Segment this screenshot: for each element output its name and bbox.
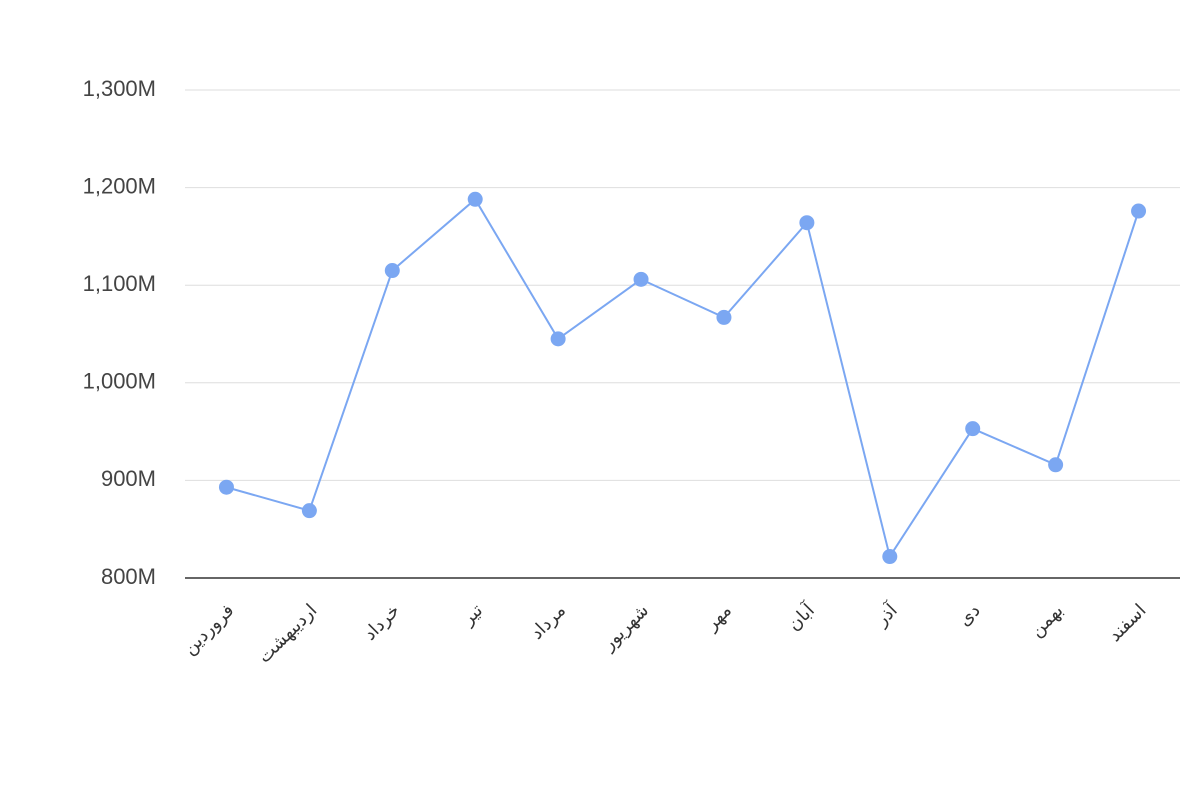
data-point [550,331,566,347]
x-tick-label: دی [954,600,984,630]
data-point [384,263,400,279]
x-tick-label: خرداد [360,600,405,645]
y-tick-label: 1,000M [83,369,156,394]
x-tick-label: اسفند [1104,600,1149,645]
x-tick-label: تیر [457,600,487,630]
x-tick-label: بهمن [1026,600,1067,641]
y-tick-label: 900M [101,466,156,491]
data-point [1131,203,1147,219]
x-tick-label: آذر [869,598,901,630]
data-point [633,271,649,287]
data-point [965,421,981,437]
data-point [218,479,234,495]
x-tick-label: اردیبهشت [254,600,321,667]
data-point [301,503,317,519]
data-point [467,191,483,207]
x-tick-label: شهریور [598,600,653,655]
y-tick-label: 1,100M [83,271,156,296]
x-tick-label: مرداد [526,600,570,644]
y-tick-label: 1,300M [83,76,156,101]
x-tick-label: آبان [782,598,819,635]
data-point [799,215,815,231]
data-point [1048,457,1064,473]
data-point [716,309,732,325]
y-tick-label: 800M [101,564,156,589]
data-point [882,549,898,565]
y-tick-label: 1,200M [83,173,156,198]
series-line [226,197,1140,560]
x-tick-label: فروردین [179,600,238,659]
x-tick-label: مهر [701,600,736,635]
